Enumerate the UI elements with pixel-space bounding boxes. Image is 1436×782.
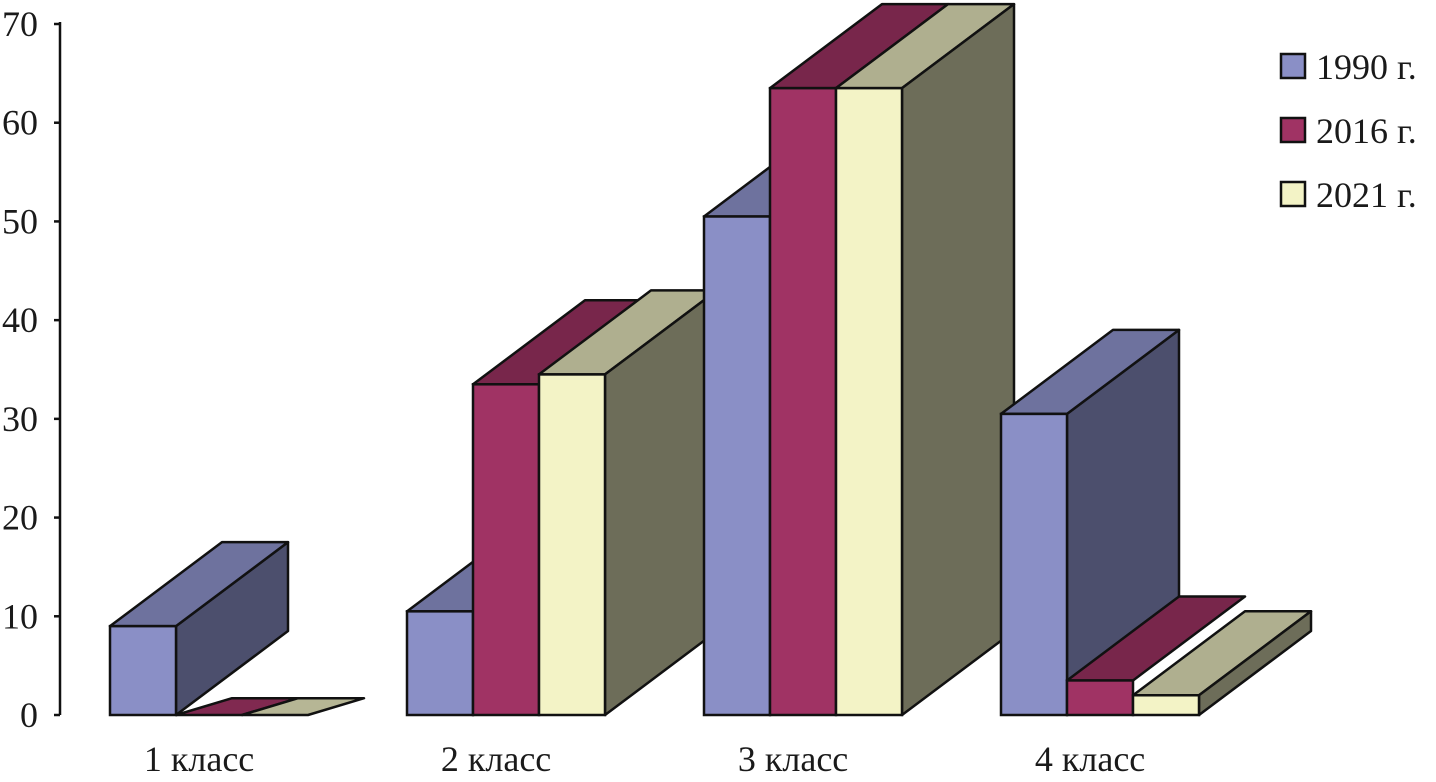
bar	[471, 299, 653, 717]
y-tick-label: 40	[2, 300, 38, 340]
bar-front	[702, 215, 772, 717]
bar-top	[240, 696, 366, 717]
bar-front	[405, 610, 475, 717]
y-tick-label: 10	[2, 596, 38, 636]
x-tick-label: 1 класс	[144, 739, 254, 779]
bar-group	[108, 540, 366, 717]
bar-front	[768, 86, 838, 717]
legend-label: 2016 г.	[1316, 111, 1417, 151]
y-tick-label: 70	[2, 4, 38, 44]
bar	[537, 289, 719, 717]
bar-side	[900, 2, 1016, 717]
bar-front	[1131, 694, 1201, 717]
bars	[108, 2, 1313, 717]
x-tick-label: 3 класс	[738, 739, 848, 779]
y-tick-label: 30	[2, 399, 38, 439]
bar-front	[537, 373, 607, 717]
bar-front	[471, 383, 541, 717]
legend-swatch	[1279, 52, 1307, 80]
y-tick-label: 20	[2, 498, 38, 538]
bar	[1131, 610, 1313, 717]
legend: 1990 г. 2016 г. 2021 г.	[1279, 47, 1417, 215]
bar-front	[999, 412, 1069, 717]
bar-group	[702, 2, 1016, 717]
bar-group	[999, 328, 1313, 717]
bar	[834, 2, 1016, 717]
legend-label: 2021 г.	[1316, 175, 1417, 215]
legend-item: 1990 г.	[1279, 47, 1417, 87]
legend-label: 1990 г.	[1316, 47, 1417, 87]
bar	[240, 696, 366, 717]
bar	[999, 328, 1181, 717]
y-tick-label: 60	[2, 103, 38, 143]
bar-front	[1065, 679, 1135, 717]
y-axis: 0 10 20 30 40 50 60 70	[2, 4, 62, 735]
bar-group	[405, 289, 719, 717]
bar-front	[834, 86, 904, 717]
legend-item: 2021 г.	[1279, 175, 1417, 215]
y-tick-label: 0	[20, 695, 38, 735]
x-tick-label: 4 класс	[1035, 739, 1145, 779]
legend-swatch	[1279, 180, 1307, 208]
legend-swatch	[1279, 116, 1307, 144]
y-tick-label: 50	[2, 201, 38, 241]
bar	[108, 540, 290, 717]
x-axis-labels: 1 класс 2 класс 3 класс 4 класс	[144, 739, 1145, 779]
x-tick-label: 2 класс	[441, 739, 551, 779]
legend-item: 2016 г.	[1279, 111, 1417, 151]
bar-front	[108, 624, 178, 717]
